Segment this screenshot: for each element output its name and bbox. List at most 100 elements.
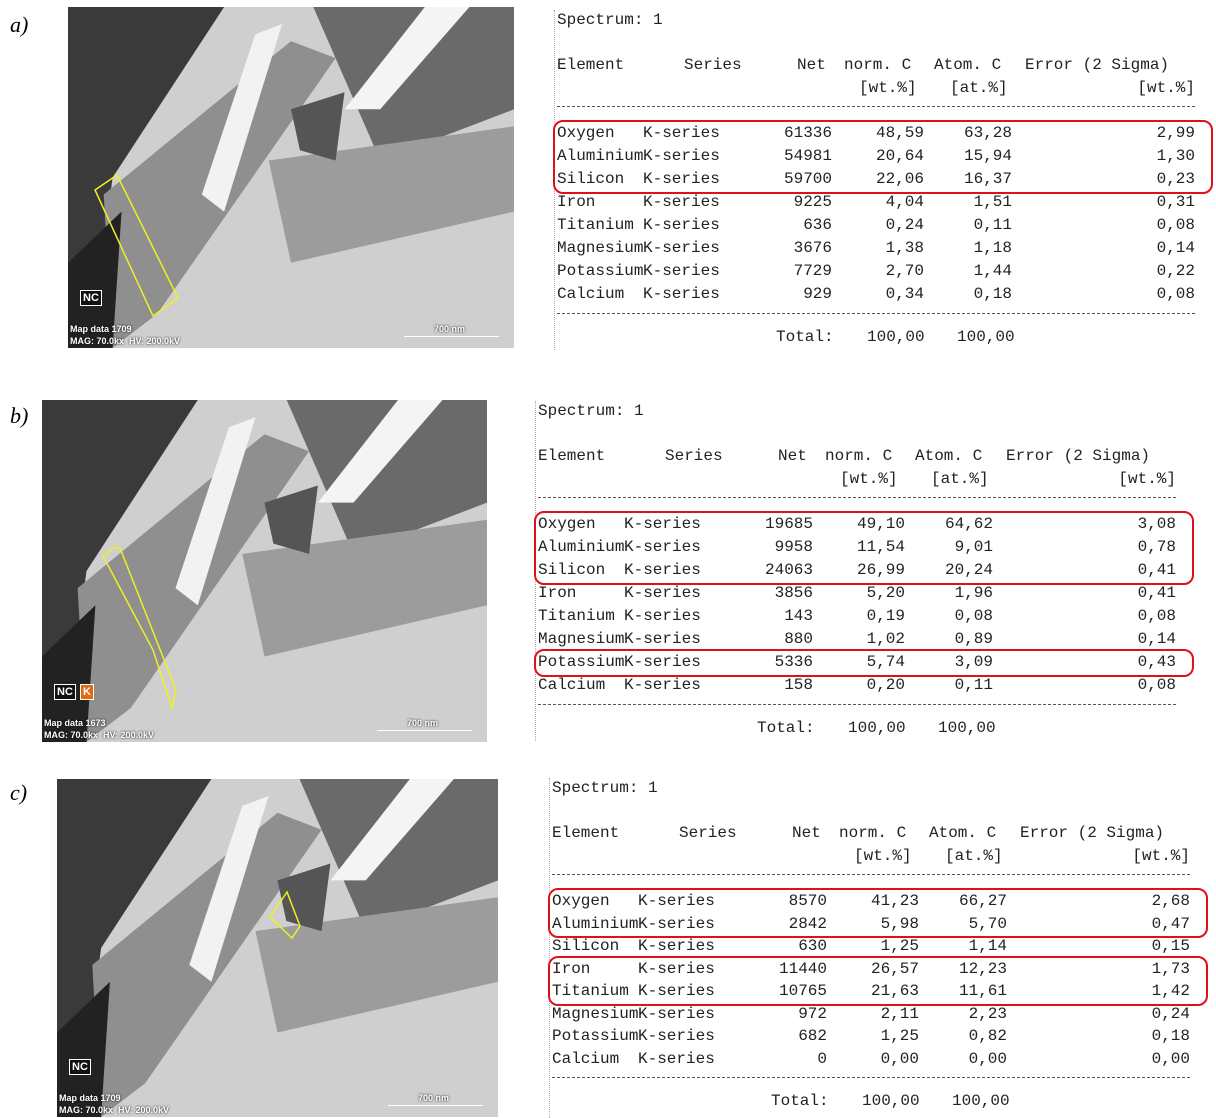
column-header: Series <box>684 56 742 74</box>
table-cell: K-series <box>624 653 701 671</box>
table-cell: 972 <box>798 1004 827 1023</box>
table-cell: 3,08 <box>1137 515 1176 533</box>
table-cell: 9,01 <box>954 538 993 556</box>
table-cell: K-series <box>643 193 720 211</box>
table-cell: 2,23 <box>968 1004 1007 1023</box>
table-cell: K-series <box>638 982 715 1000</box>
table-cell: K-series <box>643 239 720 257</box>
micrograph: NC Map data 1709 MAG: 70.0kx HV: 200.0kV 70… <box>57 779 498 1117</box>
column-header: Element <box>552 824 620 842</box>
table-cell: 3676 <box>793 239 832 257</box>
shape <box>94 173 179 318</box>
table-cell: K-series <box>643 285 720 303</box>
separator <box>552 874 1190 875</box>
table-cell: 63,28 <box>963 124 1012 142</box>
table-cell: 4,04 <box>885 193 924 211</box>
table-cell: 0,24 <box>885 216 924 234</box>
shape <box>42 400 198 742</box>
table-cell: 0,82 <box>968 1027 1007 1045</box>
table-cell: 158 <box>784 676 813 694</box>
column-header: Net <box>778 447 807 465</box>
table-cell: 1,14 <box>968 937 1007 955</box>
table-cell: Potassium <box>557 262 644 280</box>
table-cell: K-series <box>638 1049 715 1068</box>
table-cell: 22,06 <box>875 170 924 188</box>
table-cell: 3,09 <box>954 653 993 671</box>
table-cell: K-series <box>638 914 715 933</box>
table-cell: 1,38 <box>885 239 924 257</box>
table-cell: 5,98 <box>880 914 919 933</box>
table-cell: 0,00 <box>1151 1049 1190 1068</box>
column-header: Series <box>679 824 737 842</box>
column-header: norm. C <box>844 56 912 74</box>
table-cell: 0,08 <box>954 607 993 625</box>
mag-caption: MAG: 70.0kx HV: 200.0kV <box>70 336 181 346</box>
table-cell: 12,23 <box>958 959 1007 978</box>
table-cell: Calcium <box>552 1049 620 1068</box>
table-cell: 1,18 <box>973 239 1012 257</box>
separator <box>538 497 1176 498</box>
table-cell: 5,20 <box>866 584 905 602</box>
shape <box>299 779 498 932</box>
column-header: Element <box>557 56 625 74</box>
map-caption: Map data 1673 <box>44 718 106 728</box>
table-cell: 10765 <box>778 982 827 1000</box>
image-tag: NC <box>54 684 76 700</box>
table-cell: 0,15 <box>1151 937 1190 955</box>
micrograph-drawing <box>42 400 487 742</box>
table-cell: K-series <box>643 147 720 165</box>
column-header: Error (2 Sigma) <box>1006 447 1151 465</box>
column-header: norm. C <box>825 447 893 465</box>
total-value: 100,00 <box>862 1092 920 1110</box>
shape <box>68 7 225 348</box>
scale-label: 700 nm <box>418 1093 450 1103</box>
table-cell: Titanium <box>538 607 615 625</box>
shape <box>269 890 301 940</box>
table-cell: 0,08 <box>1156 285 1195 303</box>
table-cell: 2,68 <box>1151 892 1190 910</box>
shape <box>175 417 256 606</box>
shape <box>42 605 96 742</box>
table-cell: 61336 <box>783 124 832 142</box>
table-cell: 20,24 <box>944 561 993 579</box>
shape <box>344 7 470 110</box>
shape <box>330 779 454 881</box>
table-cell: 1,96 <box>954 584 993 602</box>
micrograph-drawing <box>57 779 498 1117</box>
table-cell: 0,24 <box>1151 1004 1190 1023</box>
table-cell: 0,18 <box>973 285 1012 303</box>
total-value: 100,00 <box>938 719 996 737</box>
column-header: Atom. C <box>915 447 983 465</box>
table-cell: Magnesium <box>557 239 644 257</box>
table-cell: K-series <box>638 1004 715 1023</box>
table-cell: 1,44 <box>973 262 1012 280</box>
highlight-box <box>548 955 1208 1006</box>
table-cell: K-series <box>643 262 720 280</box>
table-cell: 0,78 <box>1137 538 1176 556</box>
unit-label: [wt.%] <box>854 847 912 865</box>
highlight-box <box>534 649 1194 677</box>
table-cell: 7729 <box>793 262 832 280</box>
total-label: Total: <box>776 328 834 346</box>
mag-caption: MAG: 70.0kx HV: 200.0kV <box>44 730 155 740</box>
table-cell: 2,11 <box>880 1004 919 1023</box>
separator <box>552 1077 1190 1078</box>
unit-label: [wt.%] <box>1118 470 1176 488</box>
table-cell: Potassium <box>538 653 625 671</box>
table-cell: K-series <box>624 515 701 533</box>
shape <box>277 863 331 932</box>
unit-label: [wt.%] <box>1137 79 1195 97</box>
column-header: Error (2 Sigma) <box>1020 824 1165 842</box>
table-cell: Iron <box>557 193 596 211</box>
table-cell: 66,27 <box>958 892 1007 910</box>
table-cell: 0,34 <box>885 285 924 303</box>
table-cell: 24063 <box>764 561 813 579</box>
table-cell: K-series <box>624 561 701 579</box>
table-cell: 11440 <box>778 959 827 978</box>
table-cell: Potassium <box>552 1027 639 1045</box>
table-cell: 0 <box>817 1049 827 1068</box>
total-value: 100,00 <box>867 328 925 346</box>
shape <box>57 981 110 1117</box>
table-cell: 8570 <box>788 892 827 910</box>
